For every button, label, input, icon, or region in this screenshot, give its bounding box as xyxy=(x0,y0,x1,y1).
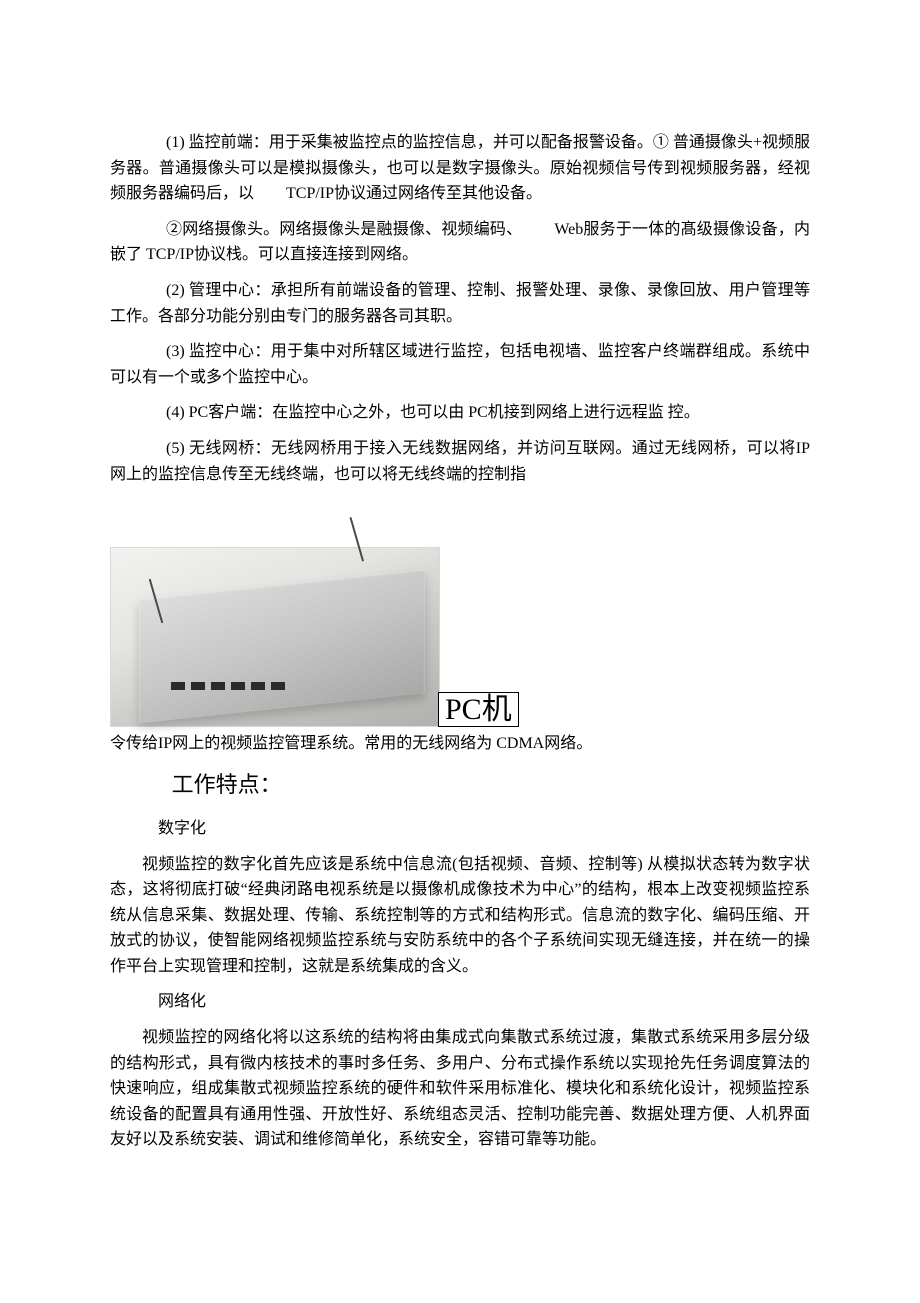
pc-label: PC机 xyxy=(438,692,519,727)
para-4-monitor-center: (3) 监控中心：用于集中对所辖区域进行监控，包括电视墙、监控客户终端群组成。系… xyxy=(110,339,810,390)
section-work-features: 工作特点： xyxy=(110,767,810,802)
subhead-digitalization: 数字化 xyxy=(110,816,810,842)
para-networking: 视频监控的网络化将以这系统的结构将由集成式向集散式系统过渡，集散式系统采用多层分… xyxy=(110,1025,810,1153)
embedded-pc-figure: PC机 xyxy=(110,547,810,727)
para-3-mgmt-center: (2) 管理中心：承担所有前端设备的管理、控制、报警处理、录像、录像回放、用户管… xyxy=(110,278,810,329)
para-1-front-end: (1) 监控前端：用于采集被监控点的监控信息，并可以配备报警设备。① 普通摄像头… xyxy=(110,130,810,207)
para-2-net-camera: ②网络摄像头。网络摄像头是融摄像、视频编码、 Web服务于一体的髙级摄像设备，内… xyxy=(110,217,810,268)
embedded-pc-image xyxy=(110,547,440,727)
subhead-networking: 网络化 xyxy=(110,989,810,1015)
para-digitalization: 视频监控的数字化首先应该是系统中信息流(包括视频、音频、控制等) 从模拟状态转为… xyxy=(110,852,810,980)
para-6-wireless-bridge-a: (5) 无线网桥：无线网桥用于接入无线数据网络，并访问互联网。通过无线网桥，可以… xyxy=(110,436,810,487)
para-5-pc-client: (4) PC客户端：在监控中心之外，也可以由 PC机接到网络上进行远程监 控。 xyxy=(110,400,810,426)
device-ports-icon xyxy=(171,682,285,690)
para-6-wireless-bridge-b: 令传给IP网上的视频监控管理系统。常用的无线网络为 CDMA网络。 xyxy=(110,731,810,757)
